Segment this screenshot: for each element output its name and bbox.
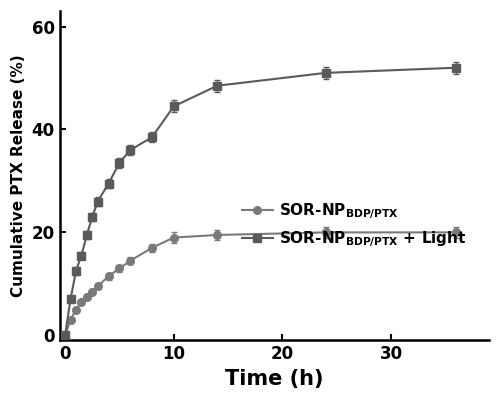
Y-axis label: Cumulative PTX Release (%): Cumulative PTX Release (%) bbox=[11, 54, 26, 297]
X-axis label: Time (h): Time (h) bbox=[225, 369, 324, 389]
Legend: SOR-NP$_{\mathbf{BDP/PTX}}$, SOR-NP$_{\mathbf{BDP/PTX}}$ + Light: SOR-NP$_{\mathbf{BDP/PTX}}$, SOR-NP$_{\m… bbox=[236, 195, 472, 255]
